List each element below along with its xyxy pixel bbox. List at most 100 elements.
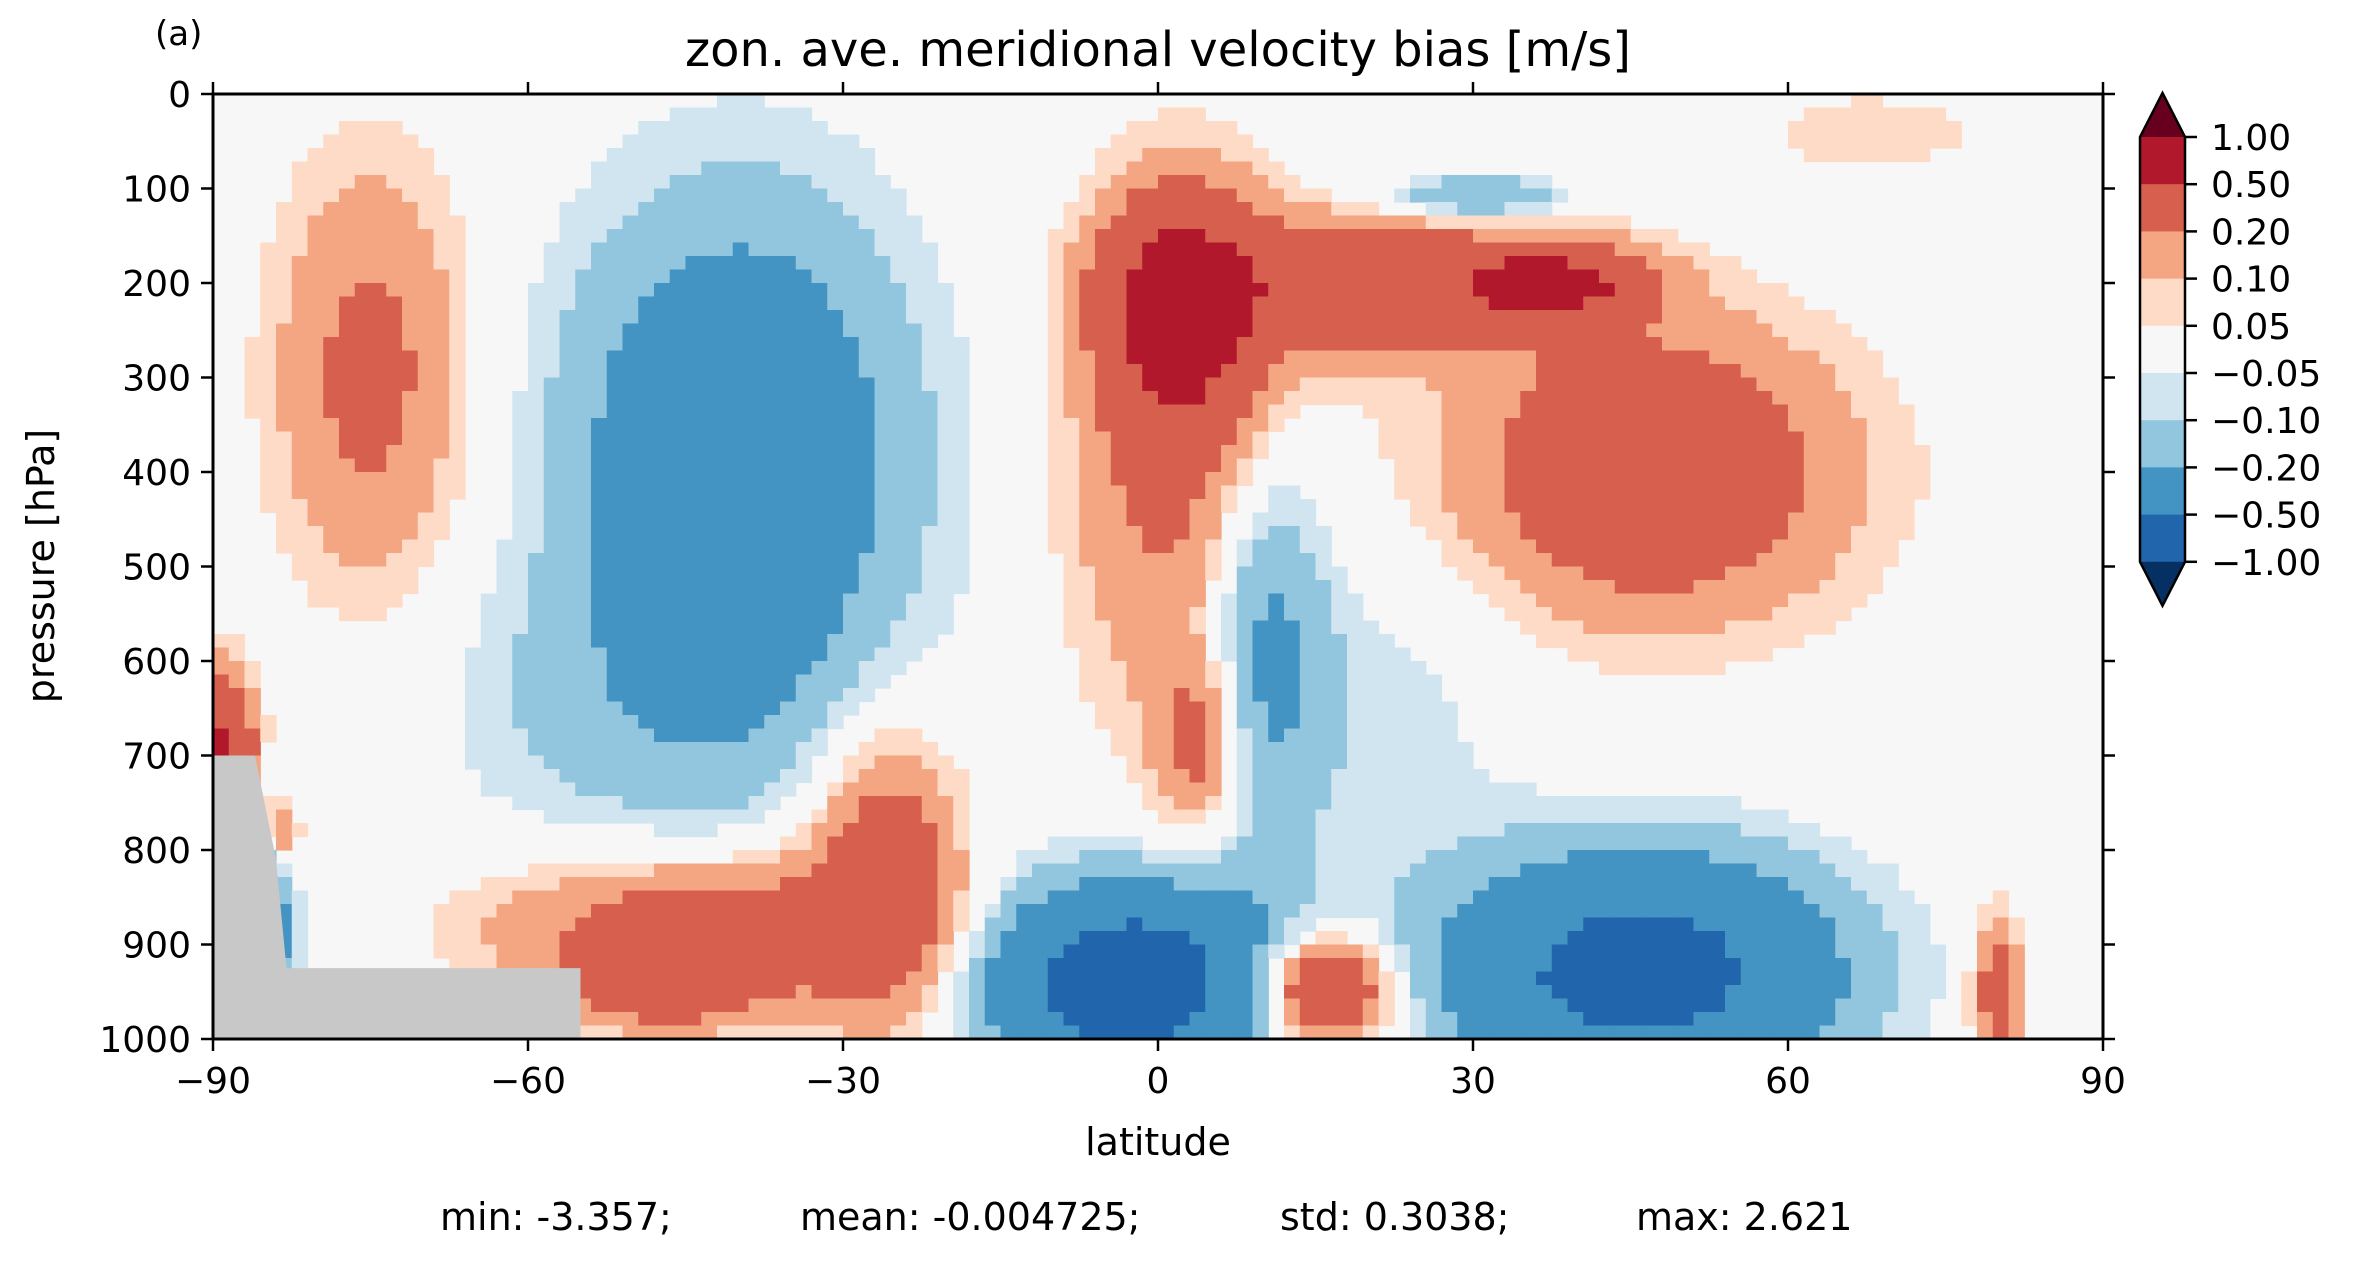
- contour-cell: [717, 377, 734, 392]
- contour-cell: [1551, 458, 1569, 473]
- contour-cell: [1173, 121, 1191, 136]
- contour-cell: [1268, 215, 1285, 230]
- contour-cell: [843, 269, 860, 284]
- contour-cell: [1583, 620, 1600, 635]
- contour-cell: [1299, 850, 1317, 865]
- contour-cell: [1772, 634, 1789, 649]
- contour-cell: [1520, 499, 1537, 514]
- contour-cell: [921, 350, 939, 365]
- contour-cell: [764, 553, 781, 568]
- contour-cell: [417, 188, 435, 203]
- contour-cell: [1378, 391, 1395, 406]
- contour-cell: [1835, 580, 1852, 595]
- contour-cell: [1268, 917, 1285, 932]
- contour-cell: [1441, 377, 1458, 392]
- contour-cell: [638, 269, 655, 284]
- contour-cell: [1819, 512, 1836, 527]
- contour-cell: [1110, 337, 1128, 352]
- contour-cell: [1473, 782, 1490, 797]
- contour-cell: [1299, 539, 1317, 554]
- contour-cell: [874, 985, 891, 1000]
- contour-cell: [622, 215, 639, 230]
- contour-cell: [1331, 890, 1348, 905]
- contour-cell: [811, 607, 828, 622]
- contour-cell: [1189, 161, 1206, 176]
- contour-cell: [1567, 634, 1584, 649]
- contour-cell: [795, 202, 813, 217]
- contour-cell: [228, 647, 246, 662]
- contour-cell: [622, 310, 639, 325]
- contour-cell: [1110, 431, 1128, 446]
- contour-cell: [1205, 404, 1222, 419]
- contour-cell: [1236, 809, 1254, 824]
- contour-cell: [1756, 580, 1773, 595]
- contour-cell: [906, 242, 923, 257]
- contour-cell: [843, 944, 860, 959]
- contour-cell: [1268, 256, 1285, 271]
- contour-cell: [622, 877, 639, 892]
- contour-cell: [1709, 256, 1726, 271]
- contour-cell: [402, 404, 419, 419]
- contour-cell: [780, 148, 797, 163]
- contour-cell: [1835, 472, 1852, 487]
- contour-cell: [417, 485, 435, 500]
- contour-cell: [591, 539, 608, 554]
- contour-cell: [1630, 296, 1647, 311]
- contour-cell: [1110, 607, 1128, 622]
- contour-cell: [323, 296, 340, 311]
- contour-cell: [1536, 877, 1553, 892]
- contour-cell: [953, 472, 970, 487]
- contour-cell: [1662, 377, 1679, 392]
- contour-cell: [1441, 931, 1458, 946]
- contour-cell: [606, 350, 624, 365]
- contour-cell: [1630, 242, 1647, 257]
- contour-cell: [827, 161, 844, 176]
- contour-cell: [386, 539, 403, 554]
- contour-cell: [1693, 472, 1710, 487]
- contour-cell: [622, 566, 639, 581]
- contour-cell: [1221, 877, 1238, 892]
- contour-cell: [1173, 512, 1191, 527]
- contour-cell: [1772, 283, 1789, 298]
- contour-cell: [811, 499, 828, 514]
- contour-cell: [622, 593, 639, 608]
- contour-cell: [1725, 890, 1742, 905]
- contour-cell: [780, 850, 797, 865]
- contour-cell: [874, 634, 891, 649]
- contour-cell: [1599, 958, 1616, 973]
- contour-cell: [685, 188, 702, 203]
- contour-cell: [1457, 823, 1474, 838]
- contour-cell: [1898, 121, 1915, 136]
- contour-cell: [1866, 958, 1884, 973]
- contour-cell: [339, 431, 356, 446]
- contour-cell: [1693, 958, 1710, 973]
- contour-cell: [1158, 350, 1175, 365]
- contour-cell: [1740, 904, 1758, 919]
- contour-cell: [622, 647, 639, 662]
- contour-cell: [1551, 310, 1569, 325]
- contour-cell: [685, 755, 702, 770]
- contour-cell: [717, 148, 734, 163]
- contour-cell: [1410, 674, 1427, 689]
- contour-cell: [1063, 242, 1080, 257]
- contour-cell: [1488, 796, 1506, 811]
- contour-cell: [1740, 269, 1758, 284]
- contour-cell: [780, 931, 797, 946]
- contour-cell: [1536, 796, 1553, 811]
- contour-cell: [559, 769, 576, 784]
- contour-cell: [748, 458, 765, 473]
- contour-cell: [685, 350, 702, 365]
- contour-cell: [622, 620, 639, 635]
- contour-cell: [701, 418, 718, 433]
- contour-cell: [1378, 296, 1395, 311]
- contour-cell: [1173, 661, 1191, 676]
- contour-cell: [1205, 485, 1222, 500]
- contour-cell: [1284, 283, 1301, 298]
- contour-cell: [1315, 620, 1332, 635]
- contour-cell: [1142, 188, 1159, 203]
- contour-cell: [1709, 539, 1726, 554]
- contour-cell: [1488, 823, 1506, 838]
- contour-cell: [512, 526, 529, 541]
- contour-cell: [339, 472, 356, 487]
- contour-cell: [370, 323, 387, 338]
